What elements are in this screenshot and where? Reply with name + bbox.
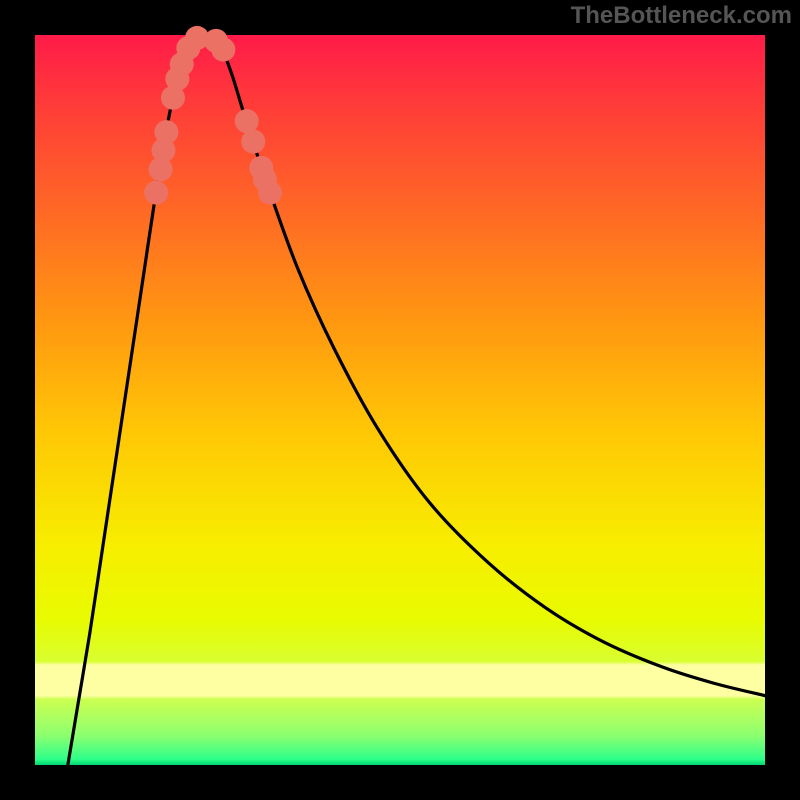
curve-marker [258,181,282,205]
curve-layer [35,35,765,765]
chart-stage: TheBottleneck.com [0,0,800,800]
curve-marker [241,130,265,154]
curve-marker [144,181,168,205]
watermark-text: TheBottleneck.com [571,2,792,30]
curve-marker [211,38,235,62]
curve-marker [235,109,259,133]
plot-area [35,35,765,765]
curve-markers [144,26,282,205]
curve-marker [154,120,178,144]
